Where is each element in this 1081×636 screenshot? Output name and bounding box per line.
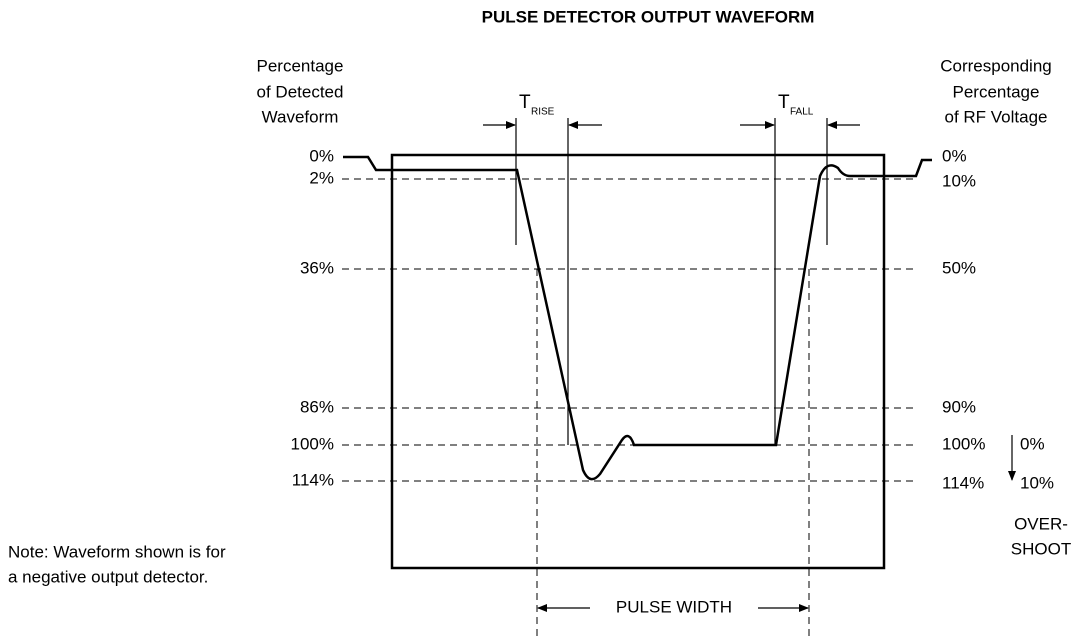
header-line: Corresponding [940,56,1052,75]
level-label: 100% [291,434,334,453]
frame [390,153,886,570]
note: Note: Waveform shown is for a negative o… [8,542,226,586]
t-fall-sub: FALL [790,107,814,118]
t-rise-sub: RISE [531,107,555,118]
overshoot-level: 0% [1020,434,1045,453]
level-label: 0% [309,146,334,165]
level-lines [342,178,915,636]
t-rise: T [519,92,531,113]
right-header: Corresponding Percentage of RF Voltage [940,56,1052,126]
level-label: 36% [300,258,334,277]
overshoot-level: 10% [1020,473,1054,492]
level-label: 100% [942,434,985,453]
note-line: a negative output detector. [8,567,208,586]
title: PULSE DETECTOR OUTPUT WAVEFORM [482,7,815,26]
header-line: of Detected [257,82,344,101]
header-line: of RF Voltage [944,107,1047,126]
level-label: 0% [942,146,967,165]
overshoot-label: SHOOT [1011,539,1071,558]
overshoot-label: OVER- [1014,514,1068,533]
pulse-width-label: PULSE WIDTH [616,597,732,616]
level-label: 86% [300,397,334,416]
timing: T RISE T FALL [483,92,860,445]
note-line: Note: Waveform shown is for [8,542,226,561]
header-line: Waveform [262,107,339,126]
pulse-width: PULSE WIDTH [537,597,809,616]
header-line: Percentage [257,56,344,75]
left-header: Percentage of Detected Waveform [257,56,344,126]
level-label: 10% [942,171,976,190]
level-label: 114% [942,473,984,492]
waveform [343,155,932,481]
level-label: 90% [942,397,976,416]
right-levels: 0% 10% 50% 90% 100% 114% [942,146,985,492]
header-line: Percentage [953,82,1040,101]
overshoot: 0% 10% OVER- SHOOT [1008,434,1071,558]
t-fall: T [778,92,790,113]
level-label: 50% [942,258,976,277]
left-levels: 0% 2% 36% 86% 100% 114% [291,146,334,489]
level-label: 2% [309,168,334,187]
level-label: 114% [292,470,334,489]
